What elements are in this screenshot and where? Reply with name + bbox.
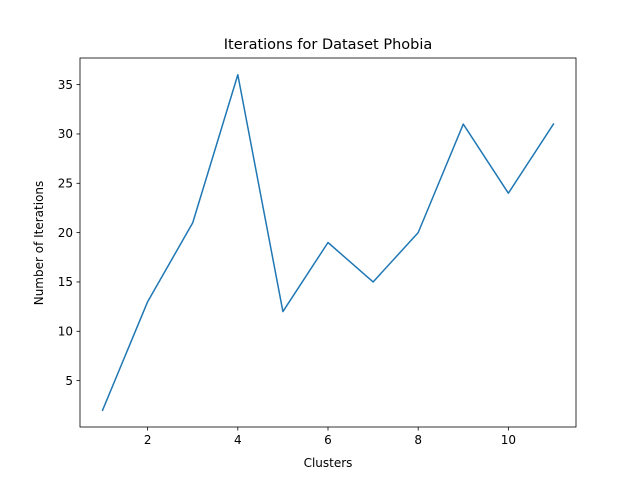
y-tick-label: 35 [58,78,73,92]
y-tick-label: 25 [58,177,73,191]
x-tick-label: 8 [414,433,422,447]
x-axis-label: Clusters [304,456,353,470]
y-tick-label: 5 [65,374,73,388]
y-tick-label: 20 [58,226,73,240]
x-tick-label: 6 [324,433,332,447]
x-tick-label: 10 [501,433,516,447]
chart-title: Iterations for Dataset Phobia [224,37,433,53]
x-tick-label: 4 [234,433,242,447]
y-tick-label: 30 [58,127,73,141]
x-tick-label: 2 [144,433,152,447]
y-axis-label: Number of Iterations [32,181,46,306]
y-tick-label: 15 [58,275,73,289]
y-tick-label: 10 [58,324,73,338]
